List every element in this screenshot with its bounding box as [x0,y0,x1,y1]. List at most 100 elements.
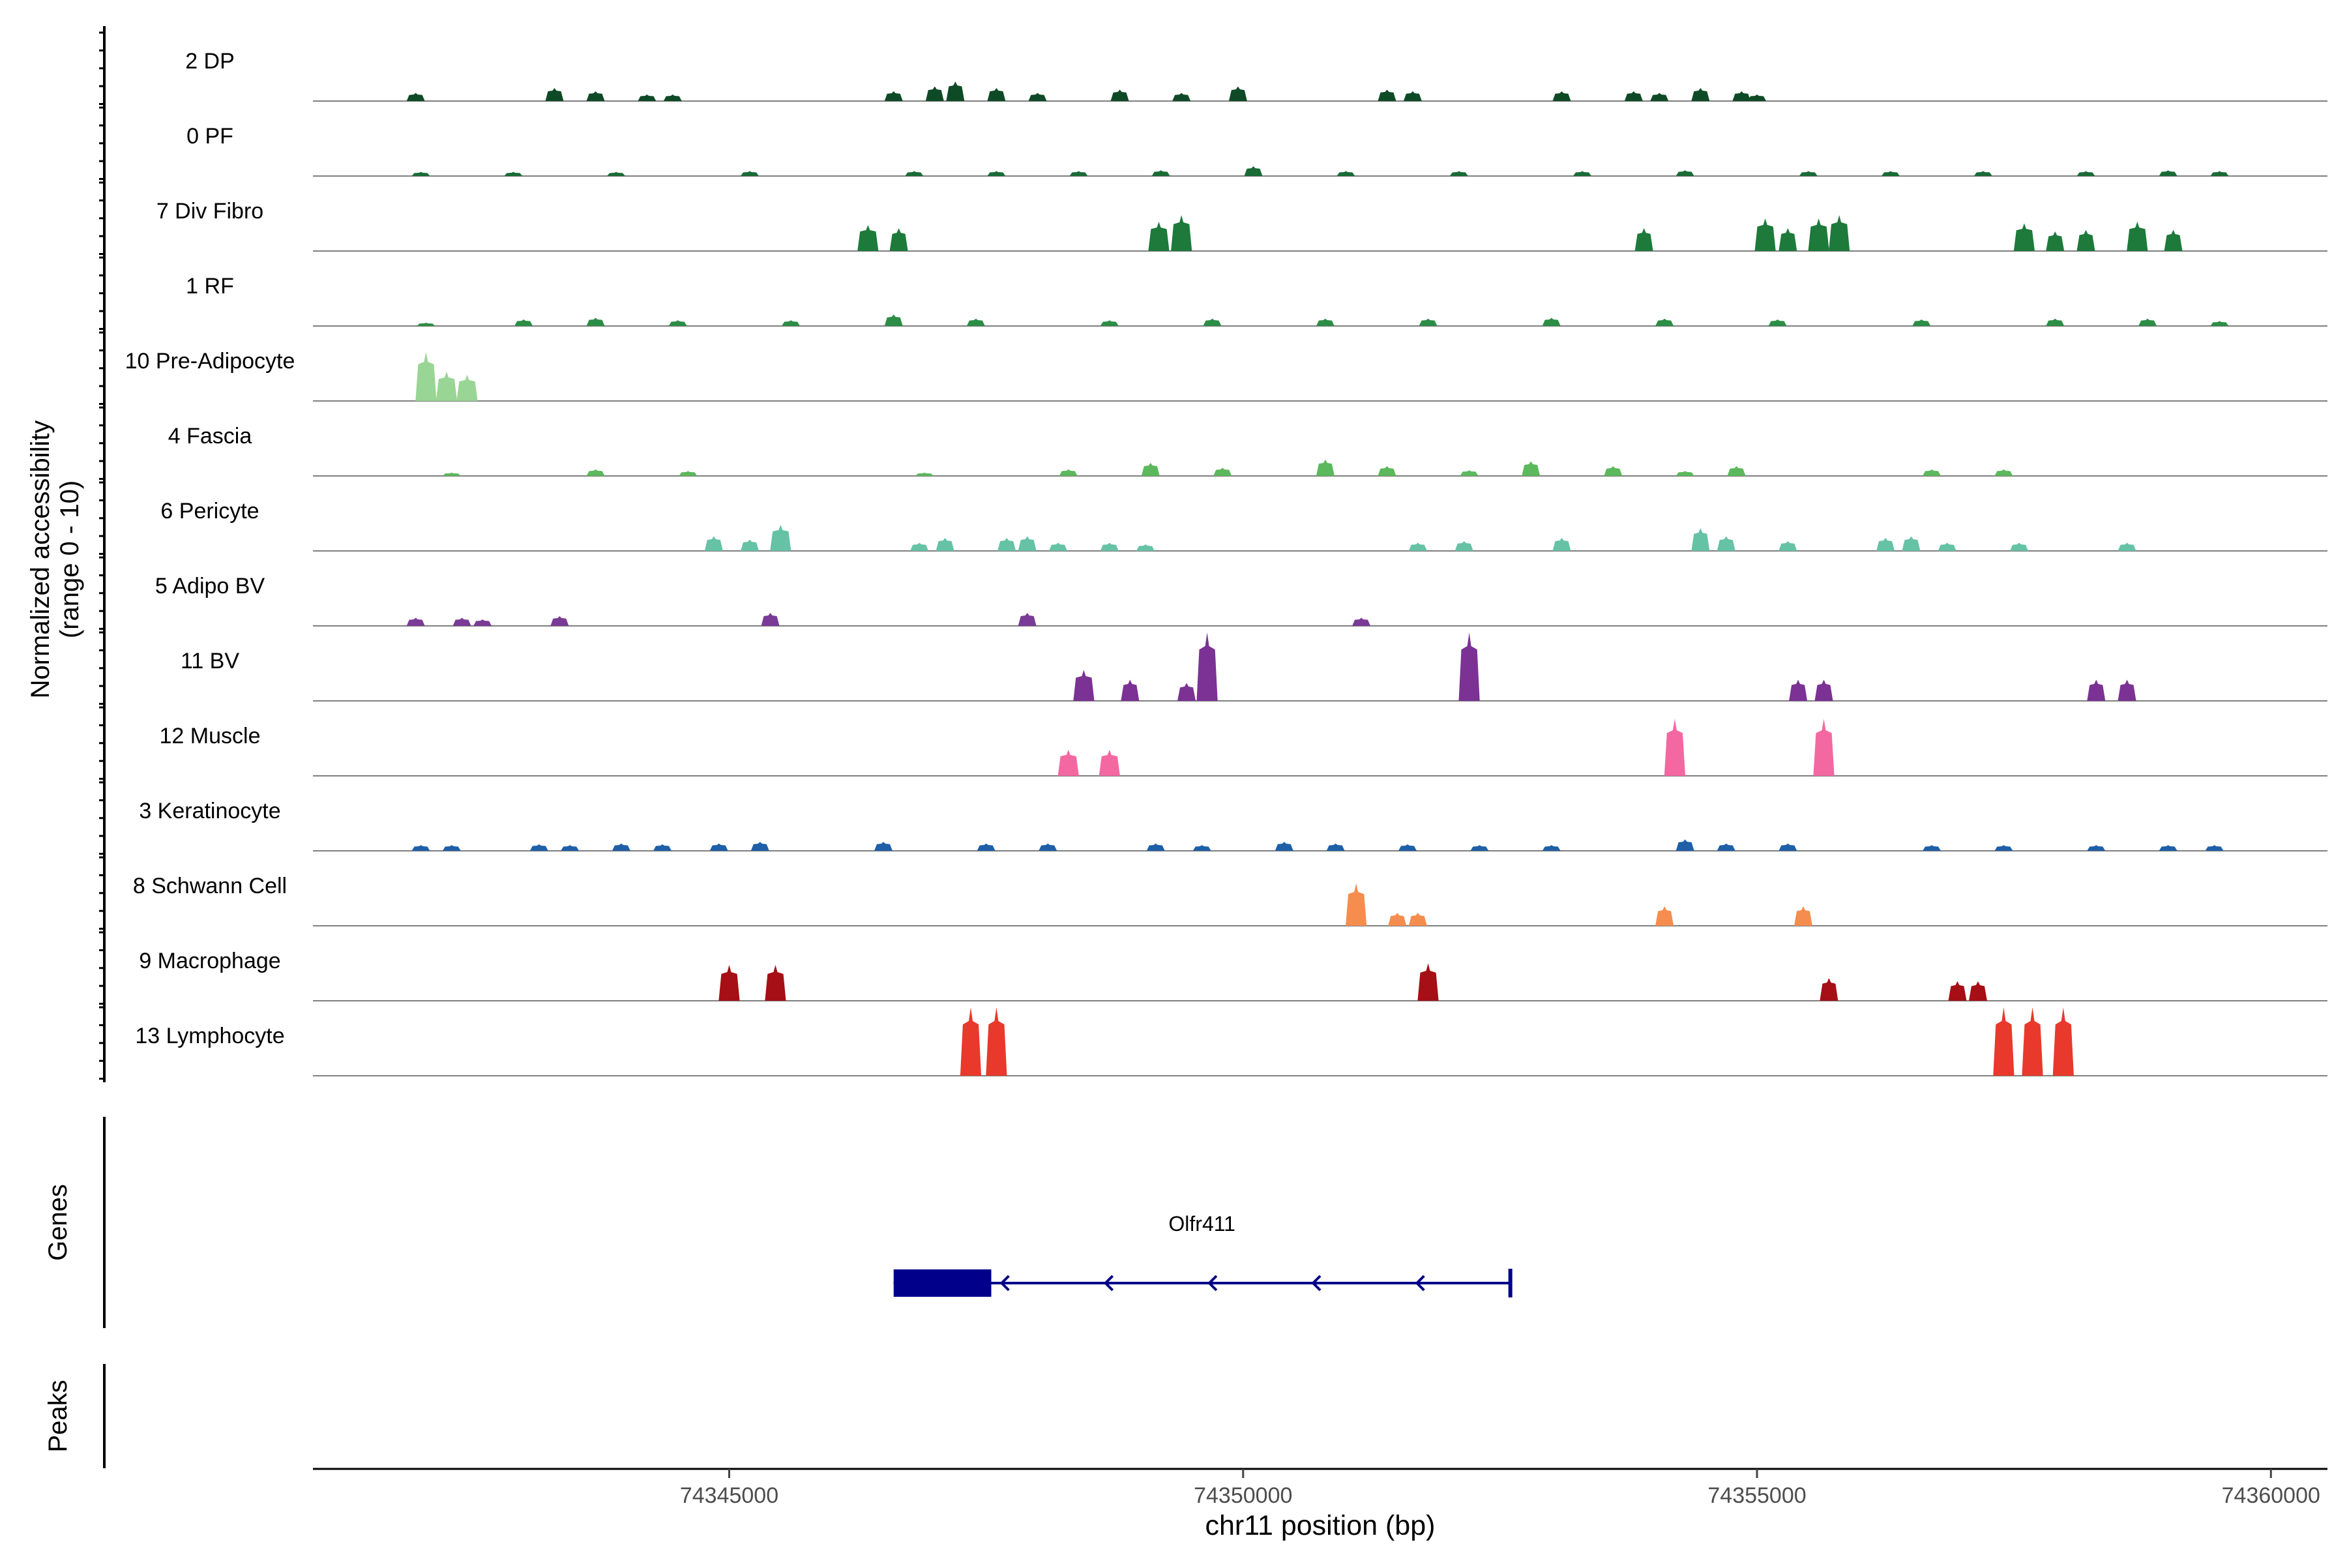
coverage-peak [1912,319,1931,326]
coverage-peak [1378,89,1396,101]
coverage-peak [2210,321,2229,326]
coverage-peak [514,319,533,326]
coverage-peak [1522,461,1541,476]
coverage-peak [1213,467,1232,476]
coverage-peak [2118,542,2136,551]
coverage-peak [1923,845,1941,851]
track-11: 3 Keratinocyte [139,799,2327,851]
coverage-peak [1732,91,1751,101]
strand-arrow [1207,1275,1218,1292]
coverage-peak [1148,222,1170,251]
coverage-peak [1196,632,1218,701]
coverage-peak [1316,460,1335,476]
coverage-peak [2087,679,2106,701]
coverage-peak [1316,318,1335,326]
x-tick-label: 74345000 [680,1483,778,1508]
y-axis-range-label: (range 0 - 10) [55,481,84,638]
coverage-peak [1171,215,1192,251]
coverage-peak [1973,171,1992,176]
coverage-peak [529,844,548,851]
coverage-peak [1675,839,1694,851]
coverage-peak [1458,632,1480,701]
coverage-peak [1779,228,1797,251]
coverage-peak [1876,538,1895,551]
coverage-peak [1968,981,1987,1001]
coverage-peak [946,81,965,101]
coverage-peak [504,171,523,176]
coverage-peak [1151,170,1170,176]
coverage-peak [2022,1007,2043,1076]
coverage-peak [1018,536,1037,551]
coverage-peak [884,91,903,101]
track-3: 7 Div Fibro [156,199,2327,252]
track-14: 13 Lymphocyte [135,1007,2327,1076]
coverage-peak [960,1007,982,1076]
coverage-peak [1820,978,1838,1001]
track-label: 2 DP [185,49,235,74]
track-label: 11 BV [181,649,239,673]
coverage-peak [709,843,728,851]
coverage-peak [1110,89,1129,101]
coverage-peak [1727,466,1746,476]
coverage-peak [1808,218,1829,251]
coverage-peak [2013,223,2035,251]
coverage-peak [874,842,893,851]
coverage-peak [997,538,1016,551]
coverage-peak [1100,542,1119,551]
track-label: 9 Macrophage [139,949,280,973]
coverage-peak [668,320,687,326]
coverage-peak [1069,171,1088,176]
coverage-peak [987,88,1006,101]
coverage-peak [1552,538,1571,551]
coverage-peak [1057,750,1079,776]
track-label: 1 RF [186,274,234,299]
coverage-peak [1378,466,1396,476]
coverage-peak [782,320,801,326]
track-label: 12 Muscle [160,724,261,748]
coverage-peak [411,845,430,851]
coverage-peak [1146,843,1165,851]
track-13: 9 Macrophage [139,949,2327,1001]
coverage-peak [586,318,605,326]
coverage-peak [1799,171,1818,176]
coverage-peak [2076,171,2095,176]
track-10: 12 Muscle [160,718,2327,777]
coverage-peak [741,171,760,176]
coverage-peak [1336,171,1355,176]
coverage-peak [1691,88,1710,101]
coverage-peak [1177,683,1196,701]
x-axis-ticks: 74345000 74350000 74355000 74360000 [680,1469,2320,1508]
coverage-peak [884,314,903,326]
x-tick-label: 74355000 [1707,1483,1806,1508]
coverage-peak [1814,679,1833,701]
coverage-peak [1403,91,1422,101]
coverage-peak [1993,1007,2015,1076]
strand-arrow [1415,1275,1425,1292]
coverage-peak [1650,93,1669,101]
coverage-peak [612,843,630,851]
coverage-peak [2138,318,2157,326]
track-4: 1 RF [186,274,2327,327]
coverage-peak [1994,845,2013,851]
strand-arrow [1103,1275,1114,1292]
coverage-peak [704,536,723,551]
coverage-peak [406,617,425,626]
coverage-peak [1634,228,1653,251]
track-label: 7 Div Fibro [156,199,263,224]
coverage-peak [1813,718,1835,776]
coverage-peak [1454,541,1473,551]
coverage-peak [1228,86,1247,101]
coverage-peak [1326,843,1345,851]
coverage-peak [1902,536,1921,551]
coverage-peak [1099,750,1120,776]
gene-track: Olfr411 [893,1212,1513,1297]
coverage-peak [1655,318,1674,326]
coverage-peak [750,842,769,851]
coverage-peak [1789,679,1808,701]
coverage-peak [857,225,879,251]
coverage-peak [1938,542,1956,551]
coverage-peak [1675,170,1694,176]
coverage-peak [1346,883,1367,926]
coverage-peak [1754,218,1776,251]
track-label: 13 Lymphocyte [135,1024,284,1048]
